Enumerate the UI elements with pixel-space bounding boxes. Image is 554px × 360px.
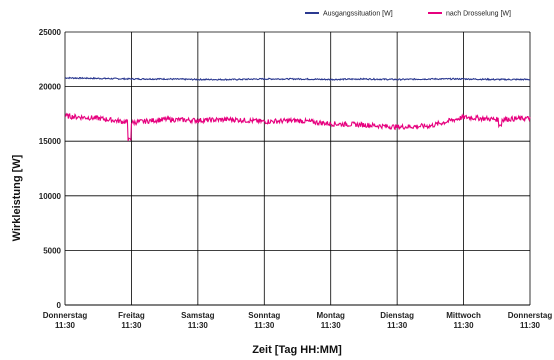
y-tick-label: 5000 bbox=[43, 246, 61, 255]
series-line-nach-drosselung bbox=[64, 112, 531, 142]
x-tick-day: Samstag bbox=[181, 311, 214, 320]
x-tick-label: Donnerstag 11:30 bbox=[508, 311, 553, 330]
x-tick-day: Donnerstag bbox=[508, 311, 553, 320]
legend: Ausgangssituation [W] nach Drosselung [W] bbox=[305, 11, 511, 18]
x-tick-time: 11:30 bbox=[55, 321, 76, 330]
x-tick-time: 11:30 bbox=[387, 321, 408, 330]
x-tick-label: Freitag 11:30 bbox=[118, 311, 145, 330]
x-axis-label: Zeit [Tag HH:MM] bbox=[252, 344, 342, 356]
y-tick-label: 10000 bbox=[39, 192, 62, 201]
x-tick-day: Sonntag bbox=[248, 311, 280, 320]
x-tick-time: 11:30 bbox=[188, 321, 209, 330]
y-tick-label: 15000 bbox=[39, 137, 62, 146]
series-line-ausgangssituation bbox=[64, 76, 531, 81]
x-tick-time: 11:30 bbox=[254, 321, 275, 330]
x-tick-day: Dienstag bbox=[380, 311, 414, 320]
x-tick-time: 11:30 bbox=[520, 321, 541, 330]
y-tick-labels: 0 5000 10000 15000 20000 25000 bbox=[39, 28, 62, 310]
y-tick-label: 25000 bbox=[39, 28, 62, 37]
grid bbox=[64, 31, 531, 306]
y-axis-label: Wirkleistung [W] bbox=[11, 154, 23, 241]
x-tick-label: Samstag 11:30 bbox=[181, 311, 214, 330]
x-tick-label: Montag 11:30 bbox=[316, 311, 345, 330]
y-tick-label: 0 bbox=[57, 301, 62, 310]
x-tick-label: Sonntag 11:30 bbox=[248, 311, 280, 330]
legend-label: nach Drosselung [W] bbox=[446, 11, 511, 18]
x-tick-time: 11:30 bbox=[121, 321, 142, 330]
y-tick-label: 20000 bbox=[39, 83, 62, 92]
x-tick-day: Freitag bbox=[118, 311, 145, 320]
x-tick-day: Donnerstag bbox=[43, 311, 88, 320]
x-tick-time: 11:30 bbox=[321, 321, 342, 330]
x-tick-label: Dienstag 11:30 bbox=[380, 311, 414, 330]
x-tick-label: Donnerstag 11:30 bbox=[43, 311, 88, 330]
x-tick-day: Mittwoch bbox=[446, 311, 481, 320]
x-tick-time: 11:30 bbox=[454, 321, 475, 330]
x-tick-label: Mittwoch 11:30 bbox=[446, 311, 481, 330]
series-lines bbox=[64, 76, 531, 142]
x-tick-day: Montag bbox=[316, 311, 345, 320]
legend-label: Ausgangssituation [W] bbox=[323, 11, 393, 18]
